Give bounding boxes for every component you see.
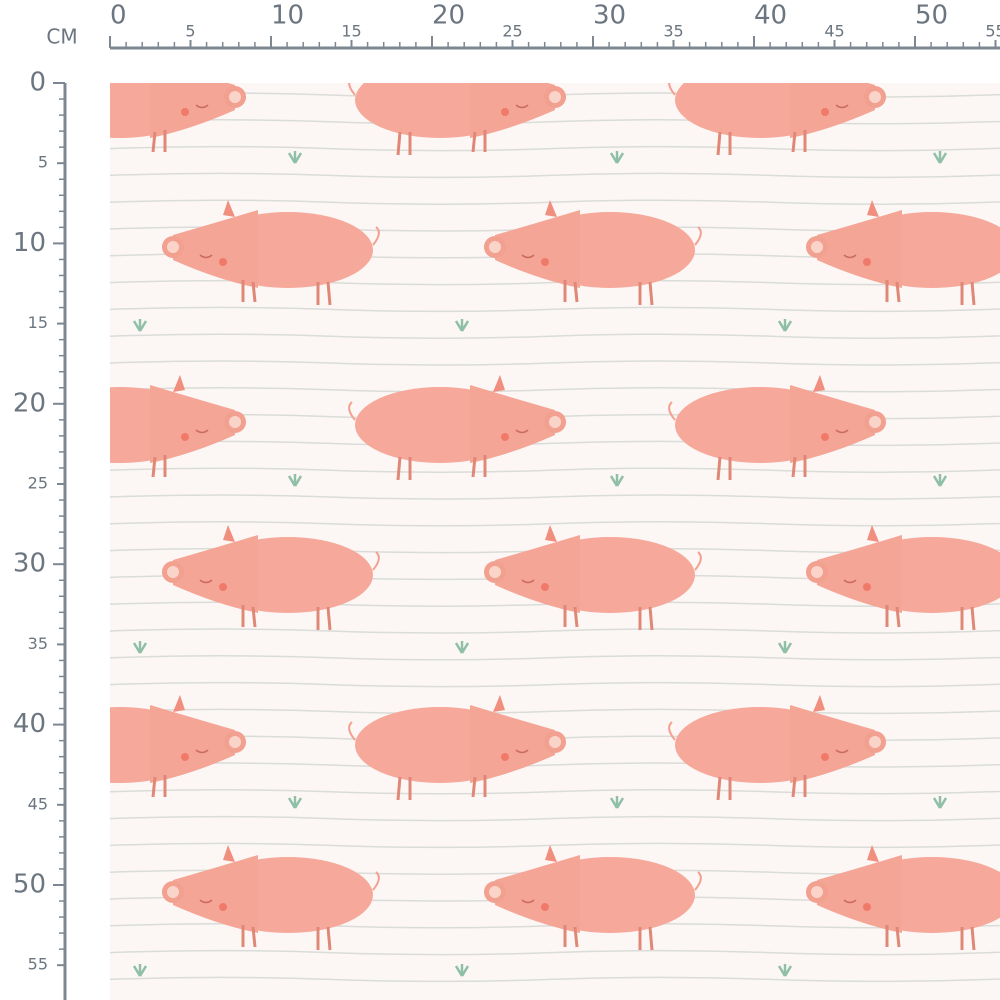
left-label: 50 xyxy=(13,870,46,900)
left-label: 35 xyxy=(28,634,48,653)
pig-pattern xyxy=(110,50,1000,983)
left-label: 30 xyxy=(13,549,46,579)
stripe xyxy=(110,789,1000,795)
ruler-marks: 0 5 10 15 20 25 30 35 40 45 50 55 0 5 10 15 20 25 30 35 40 45… xyxy=(13,1,1000,974)
stripe xyxy=(110,628,1000,634)
stripe xyxy=(110,708,1000,715)
left-label: 10 xyxy=(13,228,46,258)
top-label: 0 xyxy=(110,1,127,31)
left-label: 15 xyxy=(28,313,48,332)
stripe xyxy=(110,119,1000,125)
stripe xyxy=(110,815,1000,822)
stripe xyxy=(110,762,1000,768)
stripe xyxy=(110,467,1000,473)
left-label: 0 xyxy=(29,68,46,98)
stripe xyxy=(110,521,1000,527)
top-label: 30 xyxy=(593,1,626,31)
stripe xyxy=(110,440,1000,447)
left-label: 5 xyxy=(38,153,48,172)
stripe xyxy=(110,306,1000,313)
top-label: 55 xyxy=(985,22,1000,41)
left-label: 25 xyxy=(28,474,48,493)
top-label: 10 xyxy=(271,1,304,31)
left-label: 45 xyxy=(28,794,48,813)
top-label: 45 xyxy=(824,22,844,41)
stripe xyxy=(110,172,1000,179)
left-label: 20 xyxy=(13,388,46,418)
stripe xyxy=(110,199,1000,205)
stripe xyxy=(110,735,1000,741)
top-label: 40 xyxy=(754,1,787,31)
top-label: 5 xyxy=(185,22,195,41)
unit-label: CM xyxy=(46,25,77,49)
top-label: 50 xyxy=(915,1,948,31)
stripe xyxy=(110,360,1000,366)
top-label: 20 xyxy=(432,1,465,31)
top-label: 25 xyxy=(502,22,522,41)
top-label: 15 xyxy=(341,22,361,41)
left-label: 40 xyxy=(13,709,46,739)
stripe xyxy=(110,92,1000,98)
stripe xyxy=(110,842,1000,849)
stripe xyxy=(110,145,1000,152)
stripe xyxy=(110,413,1000,420)
stripe xyxy=(110,387,1000,393)
stripe xyxy=(110,655,1000,661)
left-label: 55 xyxy=(28,955,48,974)
stripe xyxy=(110,976,1000,983)
stripe xyxy=(110,949,1000,956)
stripe xyxy=(110,494,1000,500)
stripe xyxy=(110,681,1000,688)
stripe xyxy=(110,333,1000,339)
top-label: 35 xyxy=(663,22,683,41)
